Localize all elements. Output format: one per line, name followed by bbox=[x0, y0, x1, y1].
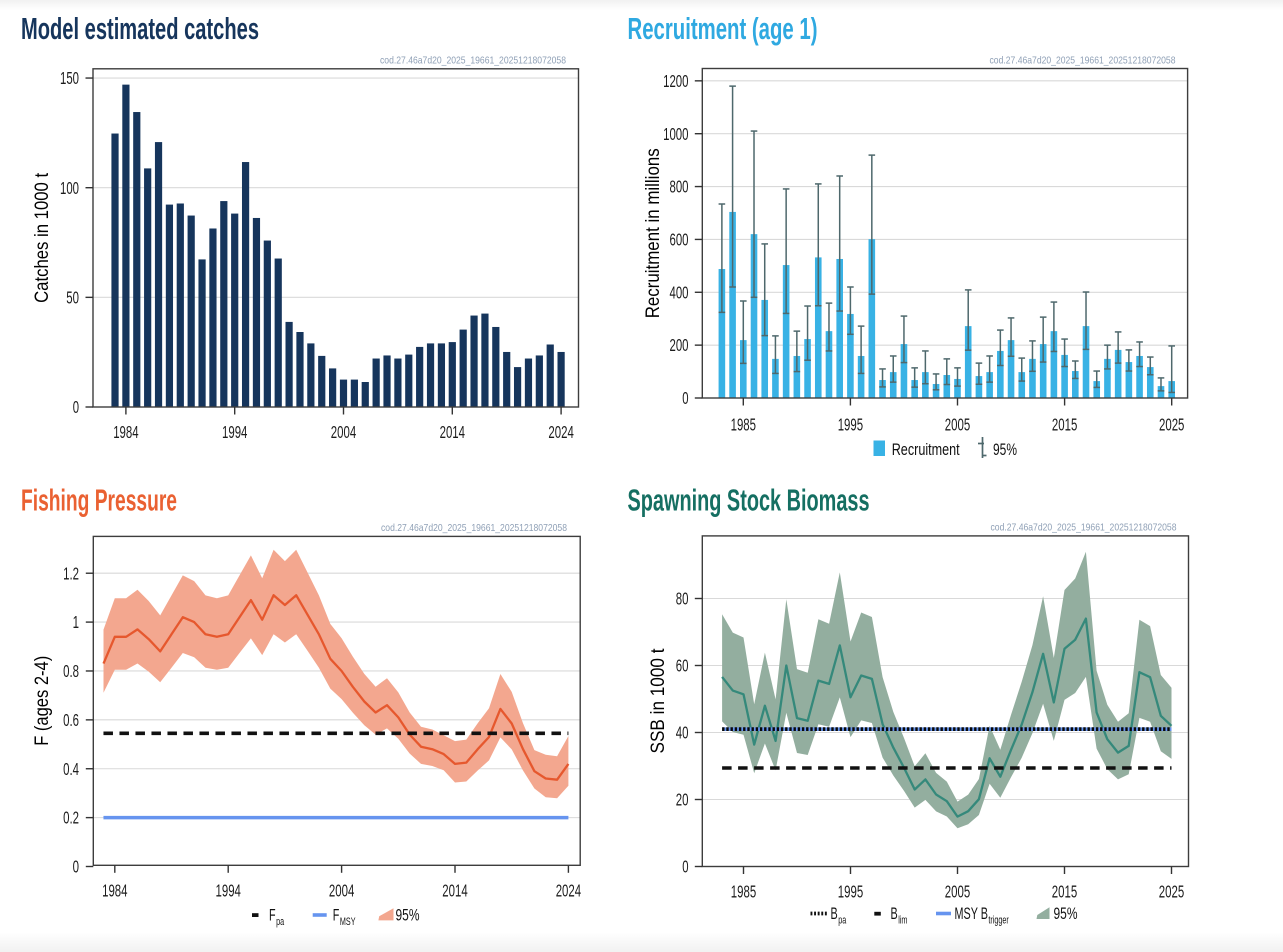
svg-text:B: B bbox=[891, 905, 898, 923]
svg-text:1994: 1994 bbox=[216, 880, 242, 900]
svg-text:Recruitment: Recruitment bbox=[892, 441, 960, 459]
svg-text:2025: 2025 bbox=[1159, 882, 1185, 902]
svg-text:Recruitment (age 1): Recruitment (age 1) bbox=[628, 12, 818, 46]
svg-text:2025: 2025 bbox=[1159, 415, 1185, 435]
svg-text:50: 50 bbox=[66, 287, 79, 307]
svg-text:Model estimated catches: Model estimated catches bbox=[21, 12, 259, 46]
svg-text:Fishing Pressure: Fishing Pressure bbox=[21, 484, 177, 518]
svg-text:F: F bbox=[333, 907, 340, 925]
svg-text:SSB in 1000 t: SSB in 1000 t bbox=[647, 648, 669, 754]
svg-text:0.6: 0.6 bbox=[63, 710, 79, 730]
svg-text:0.8: 0.8 bbox=[63, 661, 79, 681]
svg-text:pa: pa bbox=[838, 915, 847, 927]
svg-text:95%: 95% bbox=[993, 441, 1017, 459]
svg-text:1.2: 1.2 bbox=[63, 563, 79, 583]
svg-text:60: 60 bbox=[676, 656, 689, 676]
svg-text:0.4: 0.4 bbox=[63, 759, 79, 779]
svg-text:200: 200 bbox=[670, 335, 689, 355]
svg-text:lim: lim bbox=[898, 915, 907, 927]
svg-text:cod.27.46a7d20_2025_19661_2025: cod.27.46a7d20_2025_19661_20251218072058 bbox=[381, 523, 567, 534]
svg-text:Recruitment in millions: Recruitment in millions bbox=[642, 148, 664, 318]
svg-text:1995: 1995 bbox=[838, 882, 864, 902]
svg-text:20: 20 bbox=[676, 790, 689, 810]
svg-text:95%: 95% bbox=[1054, 905, 1078, 923]
svg-text:1: 1 bbox=[73, 612, 79, 632]
svg-text:2004: 2004 bbox=[331, 422, 357, 442]
svg-text:2015: 2015 bbox=[1052, 415, 1078, 435]
svg-text:cod.27.46a7d20_2025_19661_2025: cod.27.46a7d20_2025_19661_20251218072058 bbox=[380, 56, 566, 67]
svg-text:80: 80 bbox=[676, 589, 689, 609]
svg-text:1200: 1200 bbox=[663, 71, 689, 91]
svg-text:1984: 1984 bbox=[113, 422, 139, 442]
svg-text:Spawning Stock Biomass: Spawning Stock Biomass bbox=[628, 484, 870, 518]
svg-text:1985: 1985 bbox=[731, 882, 757, 902]
svg-text:2005: 2005 bbox=[945, 415, 971, 435]
svg-text:cod.27.46a7d20_2025_19661_2025: cod.27.46a7d20_2025_19661_20251218072058 bbox=[991, 523, 1177, 534]
svg-text:2004: 2004 bbox=[329, 880, 355, 900]
svg-text:2024: 2024 bbox=[556, 880, 582, 900]
svg-text:MSY B: MSY B bbox=[955, 905, 988, 923]
svg-text:0: 0 bbox=[73, 857, 80, 877]
svg-text:95%: 95% bbox=[396, 907, 420, 925]
svg-text:cod.27.46a7d20_2025_19661_2025: cod.27.46a7d20_2025_19661_20251218072058 bbox=[990, 56, 1176, 67]
svg-text:F (ages 2-4): F (ages 2-4) bbox=[31, 656, 53, 746]
svg-text:1995: 1995 bbox=[838, 415, 864, 435]
svg-text:0: 0 bbox=[682, 388, 688, 408]
svg-text:800: 800 bbox=[670, 177, 689, 197]
svg-text:1984: 1984 bbox=[102, 880, 128, 900]
svg-text:2015: 2015 bbox=[1052, 882, 1078, 902]
svg-text:0: 0 bbox=[73, 397, 79, 417]
svg-text:2024: 2024 bbox=[548, 422, 574, 442]
svg-text:1000: 1000 bbox=[663, 124, 689, 144]
svg-text:150: 150 bbox=[60, 68, 79, 88]
svg-text:0: 0 bbox=[682, 857, 688, 877]
svg-text:pa: pa bbox=[276, 916, 285, 928]
svg-text:F: F bbox=[269, 907, 276, 925]
svg-text:trigger: trigger bbox=[988, 915, 1009, 927]
svg-text:2014: 2014 bbox=[440, 422, 466, 442]
svg-text:400: 400 bbox=[670, 282, 689, 302]
svg-text:1985: 1985 bbox=[731, 415, 757, 435]
svg-text:600: 600 bbox=[670, 230, 689, 250]
svg-text:Catches in 1000 t: Catches in 1000 t bbox=[31, 172, 53, 302]
svg-text:1994: 1994 bbox=[222, 422, 248, 442]
svg-text:0.2: 0.2 bbox=[63, 808, 79, 828]
svg-text:2005: 2005 bbox=[945, 882, 971, 902]
svg-text:100: 100 bbox=[60, 178, 79, 198]
svg-text:40: 40 bbox=[676, 723, 689, 743]
svg-text:B: B bbox=[831, 905, 838, 923]
svg-text:2014: 2014 bbox=[442, 880, 468, 900]
svg-text:MSY: MSY bbox=[340, 916, 356, 928]
